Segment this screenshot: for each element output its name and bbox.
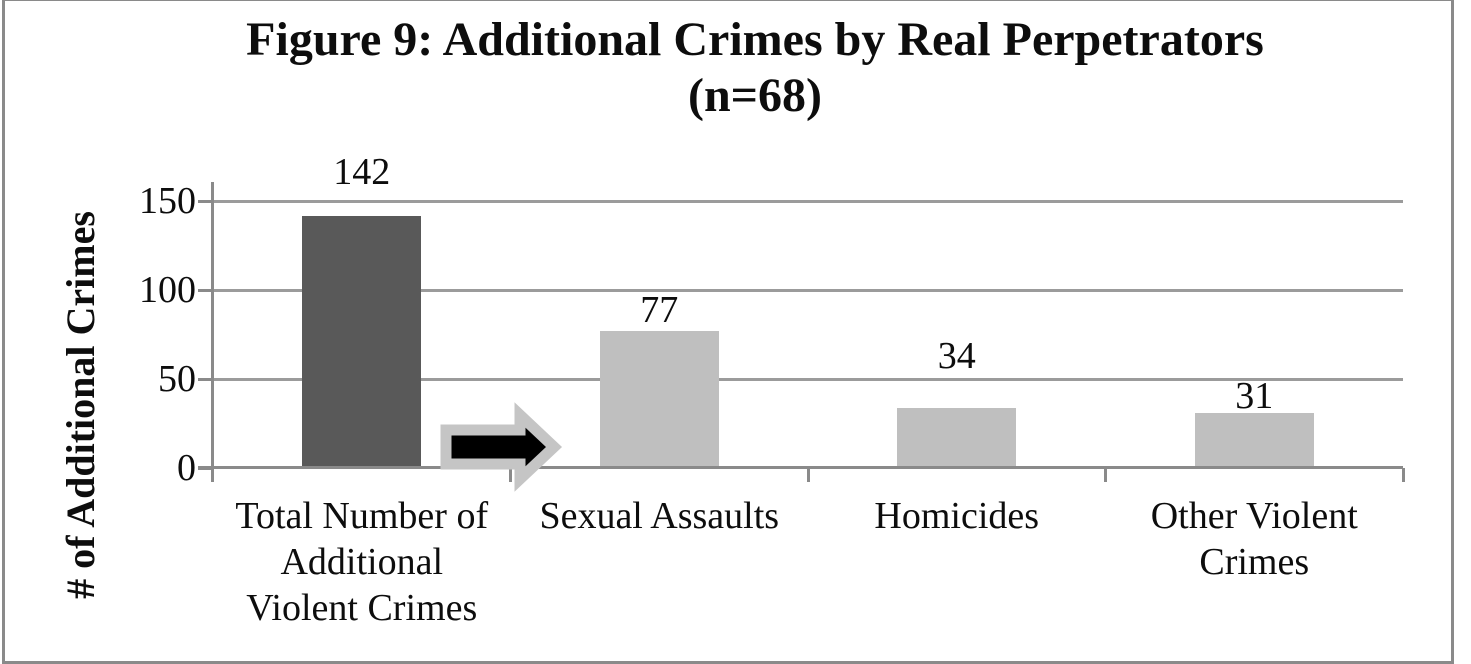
category-label-line: Total Number of (235, 495, 489, 537)
category-label: Total Number of Additional Violent Crimes (207, 493, 517, 631)
y-axis-line (211, 182, 214, 482)
y-tick-label-0: 0 (177, 447, 196, 489)
bar-2 (599, 331, 719, 468)
bar-value-label: 142 (333, 151, 391, 193)
y-tick-label-150: 150 (139, 180, 196, 223)
chart-title-line1: Figure 9: Additional Crimes by Real Perp… (246, 13, 1264, 66)
y-tick-50 (198, 377, 212, 381)
bar-value-label: 31 (1235, 375, 1274, 417)
category-label-line: Violent Crimes (246, 587, 478, 629)
category-label-line: Sexual Assaults (539, 495, 780, 537)
category-label-line: Additional (280, 541, 444, 583)
category-label-line: Homicides (874, 495, 1040, 537)
category-label: Sexual Assaults (504, 493, 814, 539)
bar-value-label: 77 (640, 289, 679, 331)
y-tick-100 (198, 288, 212, 292)
bar-value-label: 34 (937, 335, 976, 377)
bar-4 (1194, 412, 1314, 468)
bar-3 (897, 407, 1017, 468)
gridline-50 (213, 377, 1403, 381)
y-axis-title: # of Additional Crimes (58, 211, 103, 599)
category-label-line: Other Violent (1150, 495, 1358, 537)
x-axis-line (198, 466, 1403, 469)
x-tick-2 (806, 468, 810, 482)
category-label: Other Violent Crimes (1099, 493, 1409, 585)
y-tick-0 (198, 466, 212, 470)
y-tick-label-100: 100 (139, 269, 196, 312)
right-arrow-icon (440, 402, 563, 492)
x-tick-4 (1401, 468, 1405, 482)
chart-title-line2: (n=68) (687, 69, 822, 122)
y-tick-label-50: 50 (158, 358, 196, 401)
category-label: Homicides (802, 493, 1112, 539)
x-tick-1 (509, 468, 512, 482)
gridline-150 (213, 199, 1403, 203)
y-tick-150 (198, 199, 212, 203)
bar-1 (302, 215, 422, 468)
category-label-line: Crimes (1199, 541, 1310, 583)
x-tick-3 (1104, 468, 1107, 482)
gridline-100 (213, 288, 1403, 292)
chart-title: Figure 9: Additional Crimes by Real Perp… (20, 12, 1471, 124)
